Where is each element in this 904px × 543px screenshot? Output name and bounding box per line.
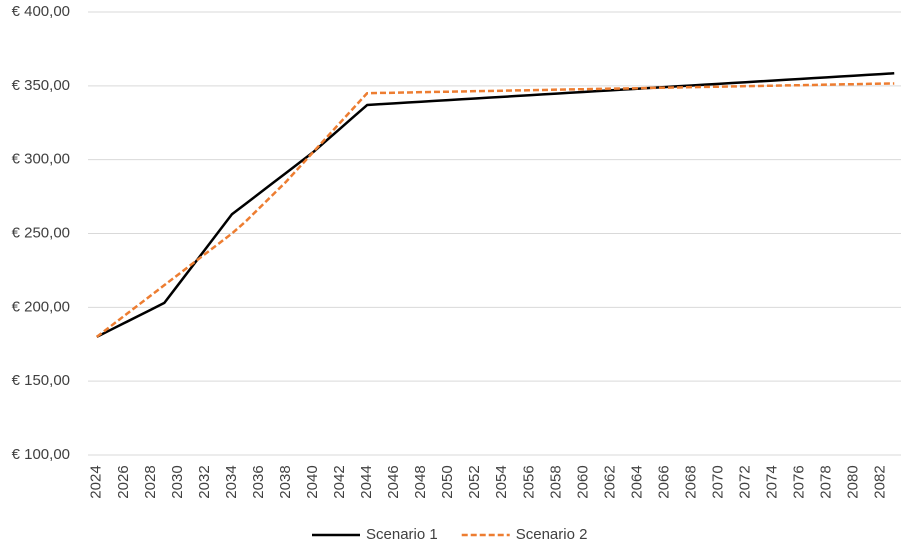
x-tick-label: 2042	[331, 465, 348, 498]
series-line	[96, 72, 895, 338]
x-tick-label: 2030	[169, 465, 186, 498]
x-tick-label: 2072	[737, 465, 754, 498]
x-tick-label: 2064	[628, 465, 645, 498]
y-tick-label: € 200,00	[12, 298, 70, 315]
y-tick-label: € 250,00	[12, 224, 70, 241]
y-tick-label: € 150,00	[12, 372, 70, 389]
x-tick-label: 2056	[520, 465, 537, 498]
legend-label: Scenario 2	[516, 526, 588, 543]
x-tick-label: 2066	[655, 465, 672, 498]
y-tick-label: € 400,00	[12, 3, 70, 20]
x-tick-label: 2044	[358, 465, 375, 498]
x-tick-label: 2028	[142, 465, 159, 498]
x-tick-label: 2076	[791, 465, 808, 498]
x-tick-label: 2048	[412, 465, 429, 498]
x-tick-label: 2062	[601, 465, 618, 498]
x-tick-label: 2050	[439, 465, 456, 498]
x-tick-label: 2078	[818, 465, 835, 498]
y-tick-label: € 350,00	[12, 77, 70, 94]
x-tick-label: 2082	[872, 465, 889, 498]
series-line	[96, 82, 895, 338]
x-tick-label: 2024	[88, 465, 105, 498]
y-tick-label: € 100,00	[12, 446, 70, 463]
x-tick-label: 2036	[250, 465, 267, 498]
x-tick-label: 2058	[547, 465, 564, 498]
x-tick-label: 2068	[682, 465, 699, 498]
x-tick-label: 2026	[115, 465, 132, 498]
x-tick-label: 2032	[196, 465, 213, 498]
y-tick-label: € 300,00	[12, 151, 70, 168]
x-tick-label: 2038	[277, 465, 294, 498]
x-tick-label: 2074	[764, 465, 781, 498]
x-tick-label: 2052	[466, 465, 483, 498]
x-tick-label: 2034	[223, 465, 240, 498]
x-tick-label: 2060	[574, 465, 591, 498]
legend-label: Scenario 1	[366, 526, 438, 543]
x-tick-label: 2070	[709, 465, 726, 498]
x-tick-label: 2054	[493, 465, 510, 498]
x-tick-label: 2046	[385, 465, 402, 498]
x-tick-label: 2080	[845, 465, 862, 498]
x-tick-label: 2040	[304, 465, 321, 498]
